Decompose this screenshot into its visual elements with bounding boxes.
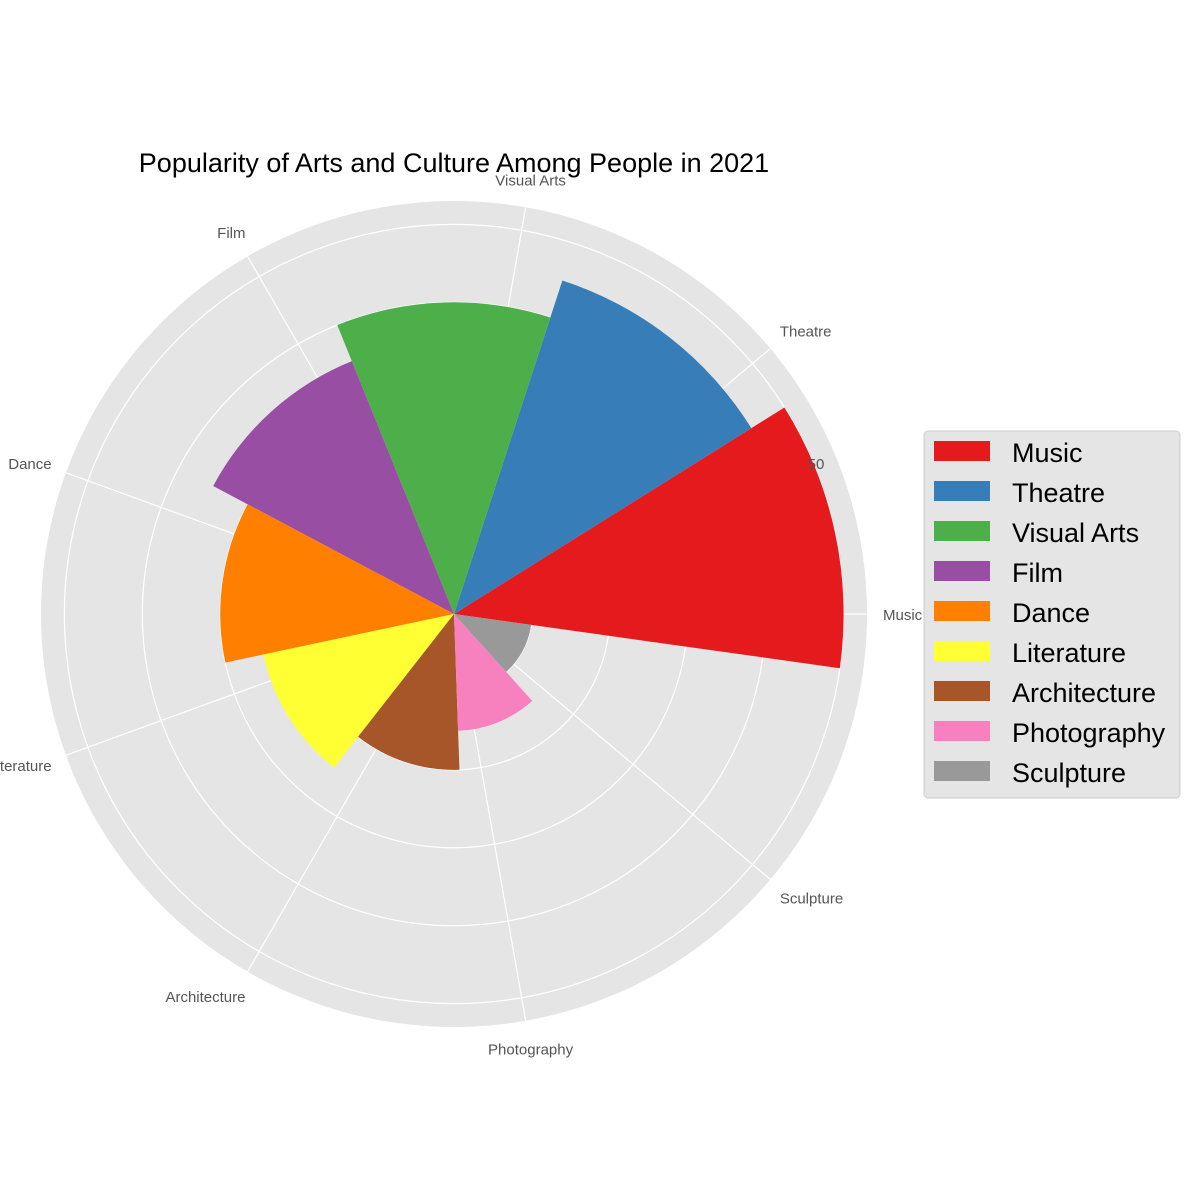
category-label: Literature: [0, 758, 52, 775]
legend-label: Dance: [1012, 598, 1090, 628]
legend-label: Music: [1012, 438, 1083, 468]
legend-swatch: [934, 761, 990, 781]
legend-swatch: [934, 521, 990, 541]
category-label: Film: [217, 225, 245, 242]
bar-theatre: [454, 280, 752, 614]
category-label: Visual Arts: [495, 173, 566, 190]
bar-dance: [220, 504, 454, 663]
legend-swatch: [934, 601, 990, 621]
category-label: Dance: [8, 456, 51, 473]
legend-swatch: [934, 561, 990, 581]
bar-literature: [263, 614, 454, 768]
category-label: Architecture: [165, 989, 245, 1006]
bar-music: [454, 407, 844, 669]
category-label: Music: [883, 607, 923, 624]
bar-architecture: [358, 614, 460, 770]
chart-title: Popularity of Arts and Culture Among Peo…: [139, 148, 769, 178]
plot-area: Music Theatre Visual Arts Film Dance Literatu…: [0, 173, 923, 1059]
legend: Music Theatre Visual Arts Film Dance Literatu…: [923, 430, 1181, 799]
legend-label: Architecture: [1012, 678, 1156, 708]
category-label: Theatre: [780, 324, 832, 341]
bar-photography: [454, 614, 533, 731]
legend-label: Film: [1012, 558, 1063, 588]
legend-swatch: [934, 481, 990, 501]
bar-visual-arts: [337, 302, 551, 614]
category-label: Photography: [488, 1041, 574, 1058]
legend-label: Literature: [1012, 638, 1126, 668]
legend-swatch: [934, 641, 990, 661]
legend-swatch: [934, 721, 990, 741]
legend-swatch: [934, 441, 990, 461]
legend-label: Theatre: [1012, 478, 1105, 508]
radial-tick-label: 50: [808, 456, 825, 473]
legend-swatch: [934, 681, 990, 701]
category-label: Sculpture: [780, 890, 843, 907]
legend-label: Photography: [1012, 718, 1166, 748]
legend-label: Visual Arts: [1012, 518, 1139, 548]
bar-film: [213, 361, 454, 614]
bar-sculpture: [454, 614, 532, 672]
legend-label: Sculpture: [1012, 758, 1126, 788]
